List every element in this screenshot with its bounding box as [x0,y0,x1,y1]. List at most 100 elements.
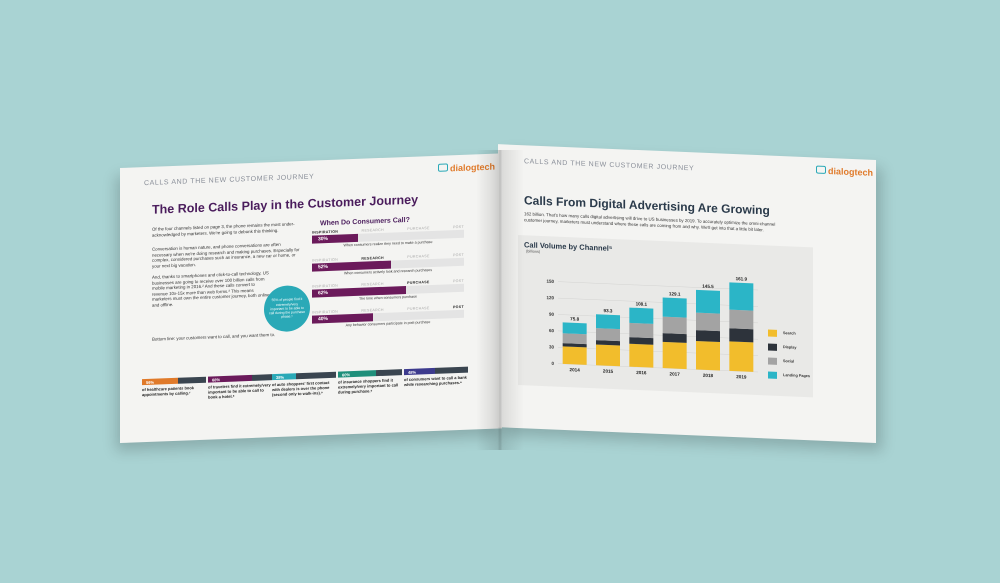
y-tick-label: 150 [546,279,554,284]
stat-bar: 48% [404,366,468,376]
legend-label: Search [783,331,796,336]
body-paragraph-3: And, thanks to smartphones and click-to-… [152,270,270,308]
logo-icon [438,163,448,172]
bar-segment-search [729,341,754,372]
logo-icon [816,165,826,174]
journey-stage: INSPIRATION RESEARCH PURCHASE POST 30% When c… [312,225,464,249]
stat-bar-rest [376,369,402,377]
stat-bar: 68% [208,374,272,383]
stage-percent: 40% [318,316,329,323]
stat-text: of auto shoppers' first contact with dea… [272,379,330,398]
x-tick-label: 2019 [736,374,747,379]
y-tick-label: 30 [549,344,555,349]
stage-percent: 30% [318,236,329,243]
stat-item: 38% of auto shoppers' first contact with … [272,371,336,398]
legend-swatch [768,356,777,365]
stacked-bar-chart: 0 30 60 90 120 150 75.8 2014 93.3 2015 108.1 2016 12… [546,276,758,380]
bar-segment-landing-pages [662,297,687,318]
page-title: The Role Calls Play in the Customer Jour… [152,192,419,217]
bar-segment-landing-pages [696,289,720,314]
bar-segment-social [662,316,687,335]
gridline [558,330,758,340]
legend-label: Landing Pages [783,373,811,379]
stat-bar: 38% [272,371,336,381]
stage-percent: 62% [318,290,329,297]
stat-bar-rest [251,374,272,381]
bar-segment-display [662,333,687,343]
bar-segment-landing-pages [562,322,587,335]
x-tick-label: 2016 [636,370,647,375]
stage-name: POST [452,304,464,310]
stat-text: of travelers find it extremely/very impo… [208,382,271,400]
section-label: CALLS AND THE NEW CUSTOMER JOURNEY [144,173,315,188]
bar-total-label: 145.5 [702,284,714,289]
bar-total-label: 129.1 [669,291,681,296]
bar-segment-social [562,333,587,345]
bar-segment-display [596,340,620,346]
y-tick-label: 0 [551,361,554,366]
legend-swatch [768,328,777,337]
gridline [558,314,758,324]
bar-segment-social [629,322,654,339]
bar-segment-display [629,337,654,345]
body-paragraph-1: Of the four channels listed on page 3, t… [152,221,295,238]
stat-item: 56% of healthcare patients book appointme… [142,376,206,398]
chart-legend: Search Display Social Landing Pages [768,325,810,383]
legend-item: Landing Pages [768,367,810,383]
gridline [558,363,758,373]
bar-segment-display [729,328,754,343]
bar-segment-search [696,341,720,371]
dialogtech-logo: dialogtech [438,162,495,174]
gridline [558,281,758,291]
legend-swatch [768,370,777,379]
stat-bubble: 55% of people find it extremely/very imp… [264,284,310,333]
stat-percent: 38% [276,374,285,380]
stat-item: 48% of consumers want to call a bank whil… [404,366,468,388]
stage-name: POST [452,278,464,284]
bar-segment-social [696,312,720,332]
bar-total-label: 108.1 [636,301,648,306]
bar-total-label: 161.9 [736,276,748,281]
bar-segment-search [662,341,687,370]
stat-percent: 56% [146,379,155,385]
y-tick-label: 60 [549,328,555,333]
bar-segment-display [696,330,720,343]
bar-segment-social [729,309,754,330]
journey-stage: INSPIRATION RESEARCH PURCHASE POST 40% Any be… [312,305,464,329]
x-tick-label: 2018 [703,373,714,378]
stat-bar-rest [434,366,468,374]
stat-text: of healthcare patients book appointments… [142,385,195,398]
x-tick-label: 2015 [603,369,614,374]
bar-segment-display [562,343,587,348]
stat-bar-rest [177,376,206,384]
gridline [558,297,758,307]
bar-total-label: 93.3 [604,308,613,313]
bar-segment-social [596,328,620,342]
y-tick-label: 120 [546,295,554,300]
journey-stage: INSPIRATION RESEARCH PURCHASE POST 62% The ti… [312,279,464,303]
journey-stage: INSPIRATION RESEARCH PURCHASE POST 52% When c… [312,253,464,277]
gridline [558,347,758,356]
section-label: CALLS AND THE NEW CUSTOMER JOURNEY [524,158,695,173]
x-tick-label: 2017 [670,371,681,376]
body-paragraph-2: Conversation is human nature, and phone … [152,241,300,269]
journey-title: When Do Consumers Call? [320,216,410,228]
bar-segment-search [629,343,654,368]
body-paragraph-4: Bottom line: your customers want to call… [152,332,276,342]
stage-name: POST [452,224,464,230]
bar-total-label: 75.8 [570,316,579,321]
legend-label: Social [783,359,795,364]
stat-percent: 60% [342,371,351,377]
stage-name: POST [452,252,464,258]
stat-item: 68% of travelers find it extremely/very i… [208,374,272,400]
stat-text: of insurance shoppers find it extremely/… [338,377,399,395]
stat-bar: 60% [338,369,402,378]
y-tick-label: 90 [549,312,555,317]
stat-text: of consumers want to call a bank while r… [404,374,467,388]
legend-swatch [768,342,777,351]
right-page: CALLS AND THE NEW CUSTOMER JOURNEY dialo… [498,144,876,443]
stat-percent: 48% [408,369,417,375]
stat-bar-rest [296,371,336,380]
bar-segment-landing-pages [596,314,620,330]
legend-label: Display [783,345,797,350]
